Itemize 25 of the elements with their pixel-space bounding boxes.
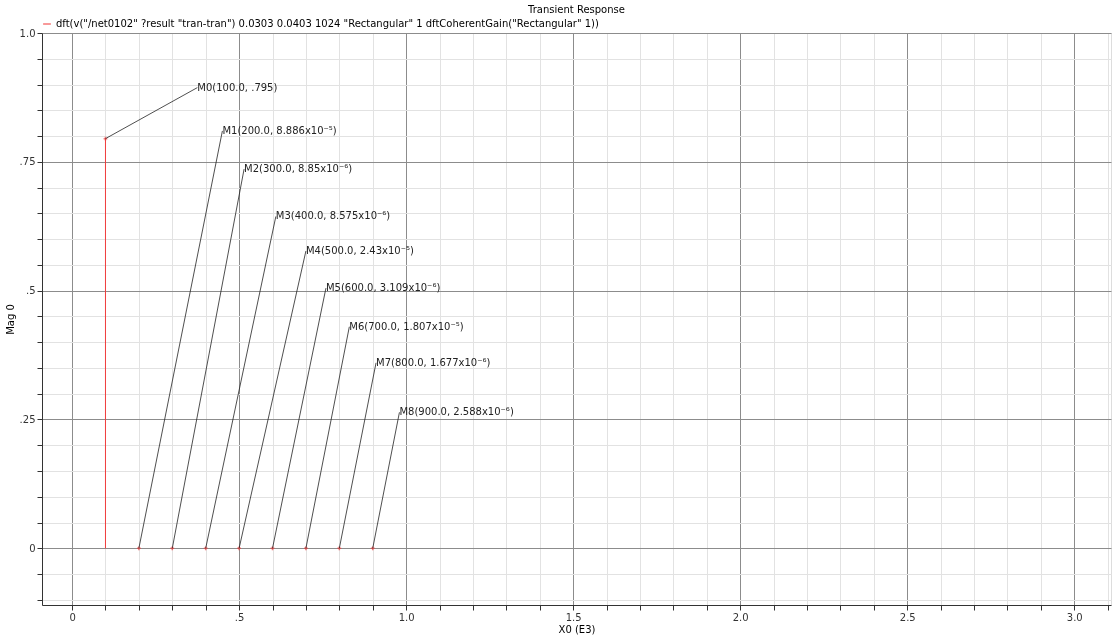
annotation: M6(700.0, 1.807x10⁻⁵) — [349, 320, 464, 332]
y-tick-label: .25 — [19, 413, 36, 425]
y-tick-label: .75 — [19, 156, 36, 168]
x-tick-label: 0 — [69, 611, 76, 623]
y-axis-title: Mag 0 — [4, 304, 16, 335]
y-tick-label: 0 — [29, 542, 36, 554]
annotation: M5(600.0, 3.109x10⁻⁶) — [325, 282, 441, 294]
annotation: M2(300.0, 8.85x10⁻⁶) — [244, 163, 353, 175]
annotation: M7(800.0, 1.677x10⁻⁶) — [376, 356, 491, 368]
x-tick-label: 1.5 — [565, 611, 582, 623]
annotation: M3(400.0, 8.575x10⁻⁶) — [275, 210, 391, 222]
x-axis-title: X0 (E3) — [558, 623, 596, 635]
annotation: M4(500.0, 2.43x10⁻⁵) — [305, 244, 414, 256]
x-tick-label: 2.5 — [899, 611, 916, 623]
chart-title: Transient Response — [527, 4, 625, 15]
annotation: M0(100.0, .795) — [197, 81, 278, 93]
x-tick-label: 3.0 — [1066, 611, 1083, 623]
x-tick-label: 1.0 — [398, 611, 415, 623]
annotation: M1(200.0, 8.886x10⁻⁵) — [222, 124, 337, 136]
y-tick-label: 1.0 — [19, 27, 36, 39]
y-tick-label: .5 — [25, 285, 36, 297]
annotation: M8(900.0, 2.588x10⁻⁶) — [399, 406, 514, 418]
text: dft(v("/net0102" ?result "tran-tran") 0.0303 0.0403 1024 "Rectangular" 1 dftCoherentGain("Rectangular" 1)) — [56, 18, 600, 29]
x-tick-label: 2.0 — [732, 611, 749, 623]
x-tick-label: .5 — [234, 611, 245, 623]
